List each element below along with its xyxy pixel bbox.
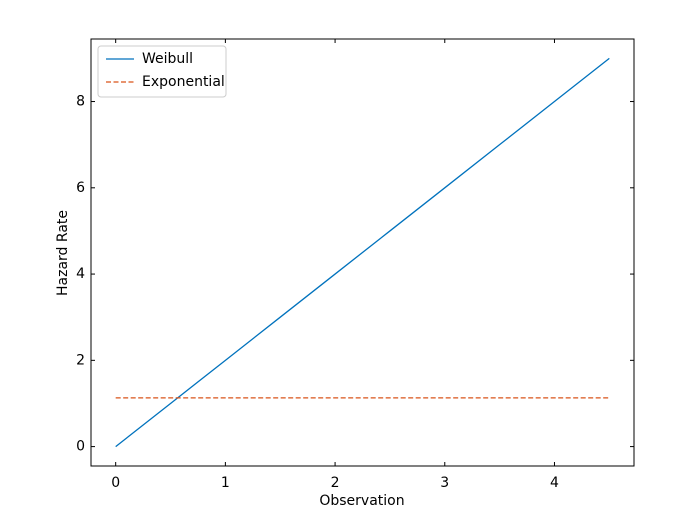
y-tick-label: 2 bbox=[76, 352, 85, 368]
x-tick-label: 2 bbox=[331, 475, 340, 491]
series-line bbox=[115, 57, 610, 448]
x-tick-label: 1 bbox=[221, 475, 230, 491]
legend-label: Exponential bbox=[142, 74, 225, 90]
x-tick-label: 3 bbox=[440, 475, 449, 491]
y-tick-label: 6 bbox=[76, 180, 85, 196]
x-tick-label: 4 bbox=[550, 475, 559, 491]
y-axis-label: Hazard Rate bbox=[55, 210, 71, 296]
plot-frame bbox=[90, 38, 635, 467]
y-tick-label: 0 bbox=[76, 439, 85, 455]
y-tick-label: 8 bbox=[76, 94, 85, 110]
x-axis-label: Observation bbox=[319, 493, 404, 509]
x-tick-label: 0 bbox=[111, 475, 120, 491]
y-tick-label: 4 bbox=[76, 266, 85, 282]
legend-label: Weibull bbox=[142, 51, 193, 67]
